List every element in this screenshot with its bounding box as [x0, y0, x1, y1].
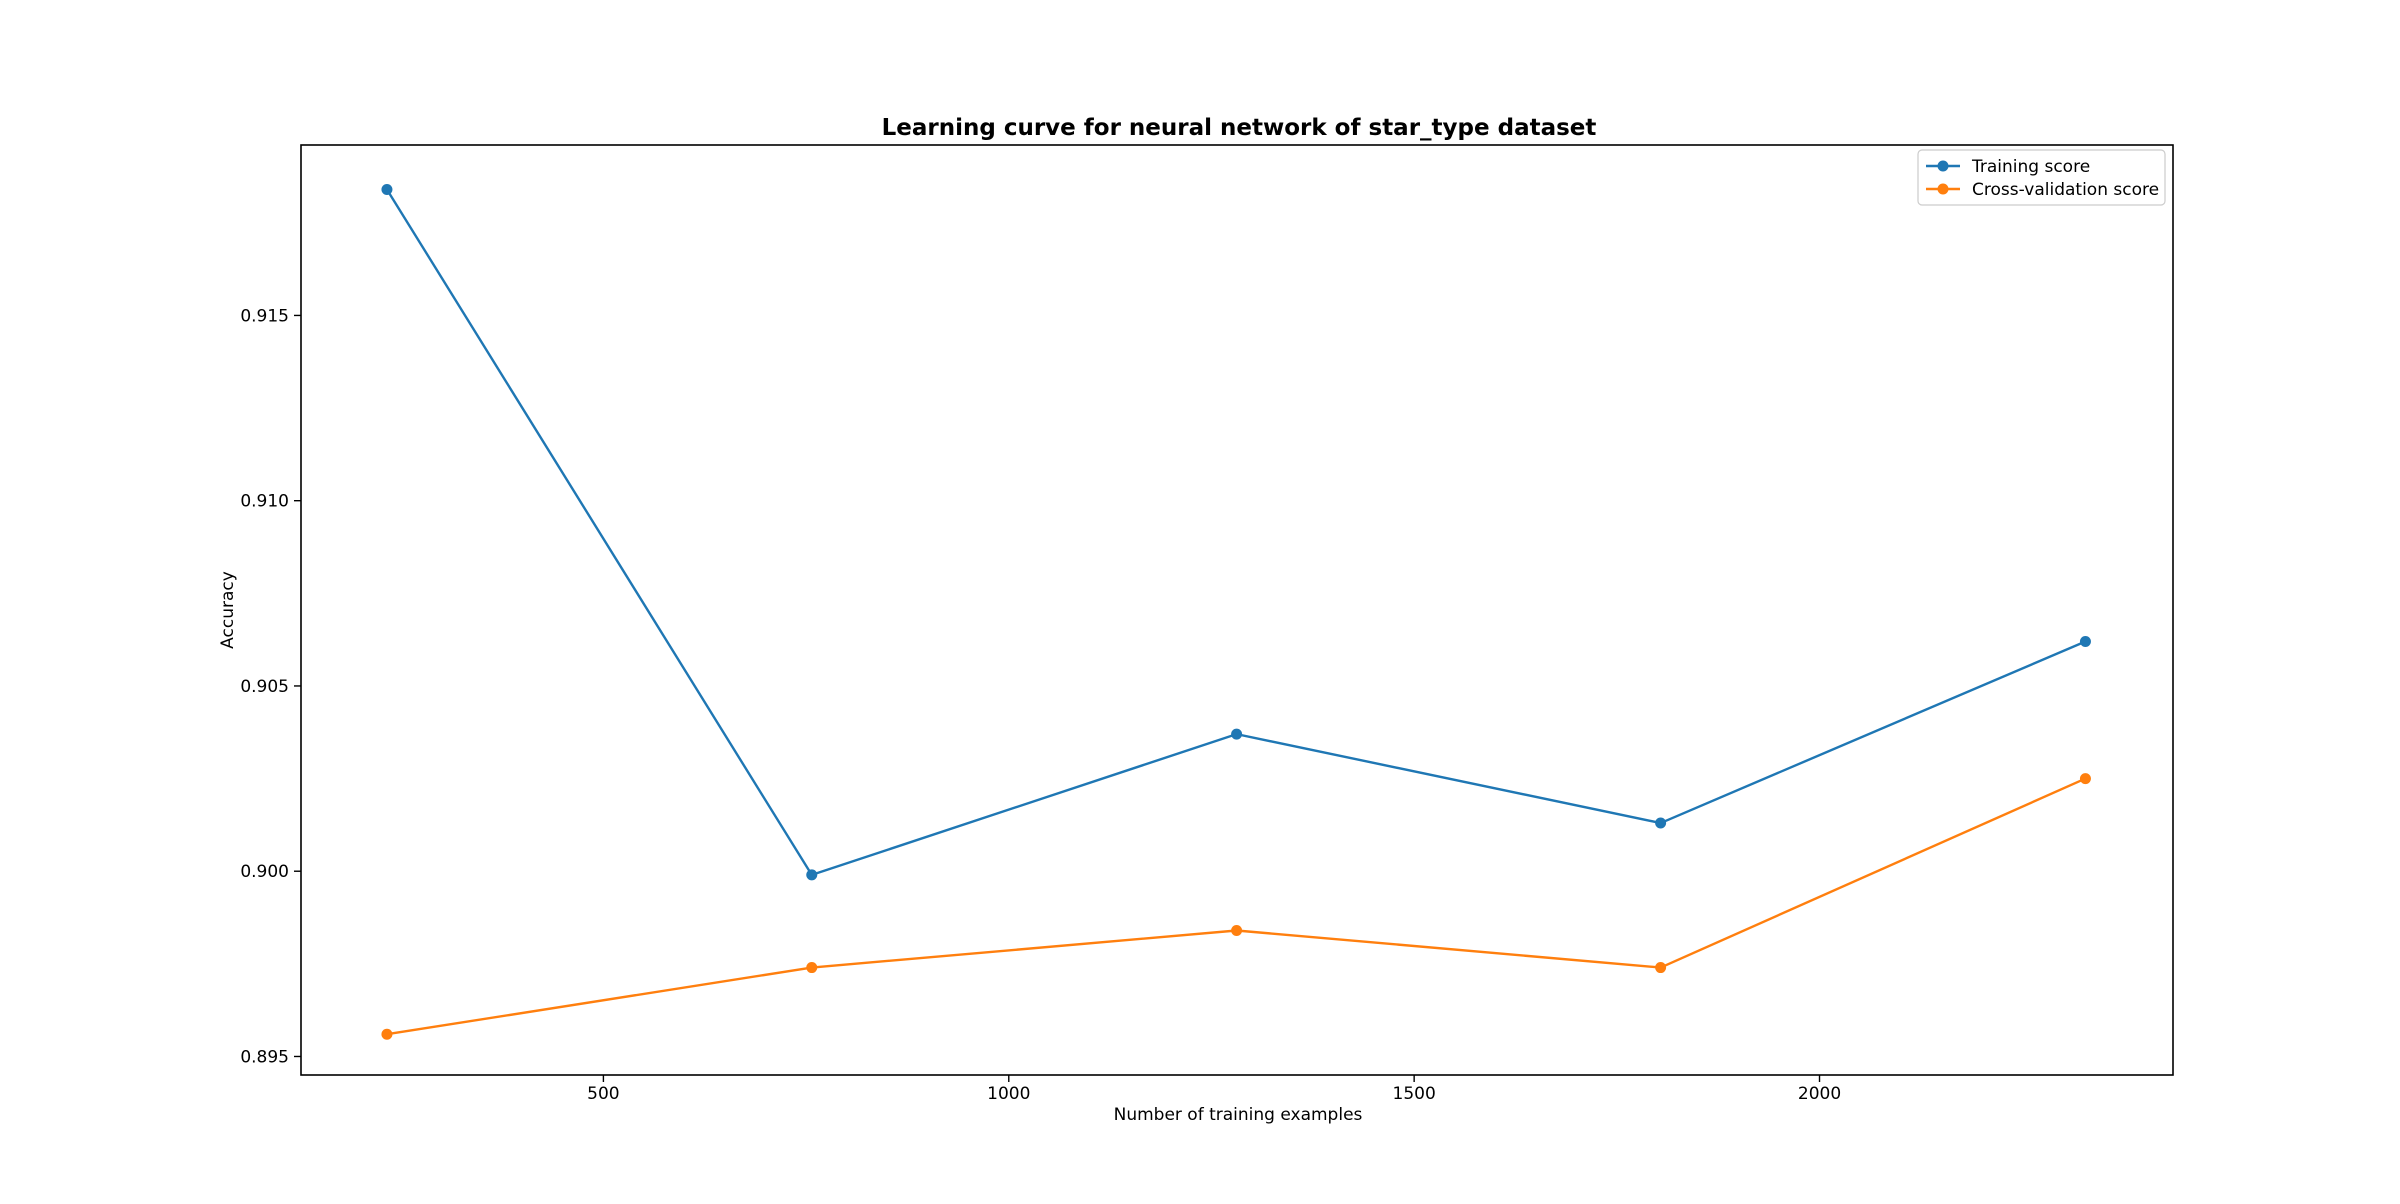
x-tick-label: 2000: [1798, 1084, 1841, 1104]
plot-area: [301, 145, 2173, 1075]
y-tick-label: 0.900: [240, 862, 289, 882]
data-point-cross-validation-score: [1231, 924, 1243, 936]
y-axis-ticks: 0.895 0.900 0.905 0.910 0.915: [240, 306, 301, 1067]
legend-marker-training: [1937, 160, 1949, 172]
data-point-training-score: [381, 183, 393, 195]
data-point-training-score: [1231, 728, 1243, 740]
y-tick-label: 0.905: [240, 677, 289, 697]
y-axis-label: Accuracy: [218, 571, 238, 649]
y-tick-label: 0.910: [240, 492, 289, 512]
data-point-cross-validation-score: [806, 962, 818, 974]
x-tick-label: 1000: [987, 1084, 1030, 1104]
legend-label-cross-validation: Cross-validation score: [1972, 180, 2159, 200]
data-point-cross-validation-score: [381, 1028, 393, 1040]
data-point-training-score: [806, 869, 818, 881]
y-tick-label: 0.915: [240, 306, 289, 326]
x-tick-label: 500: [587, 1084, 619, 1104]
legend-marker-cross-validation: [1937, 183, 1949, 195]
x-axis-label: Number of training examples: [1114, 1105, 1363, 1125]
data-point-training-score: [2079, 635, 2091, 647]
plot-frame: [300, 144, 2174, 1076]
legend-label-training: Training score: [1971, 157, 2090, 177]
legend-frame: [1917, 149, 2166, 206]
data-point-training-score: [1655, 817, 1667, 829]
chart-title: Learning curve for neural network of sta…: [882, 115, 1597, 141]
x-tick-label: 1500: [1393, 1084, 1436, 1104]
y-tick-label: 0.895: [240, 1047, 289, 1067]
x-axis-ticks: 500 1000 1500 2000: [587, 1075, 1841, 1104]
legend: Training score Cross-validation score: [1917, 149, 2166, 206]
data-point-cross-validation-score: [2079, 773, 2091, 785]
data-point-cross-validation-score: [1655, 962, 1667, 974]
series-layer: [381, 183, 2091, 1040]
